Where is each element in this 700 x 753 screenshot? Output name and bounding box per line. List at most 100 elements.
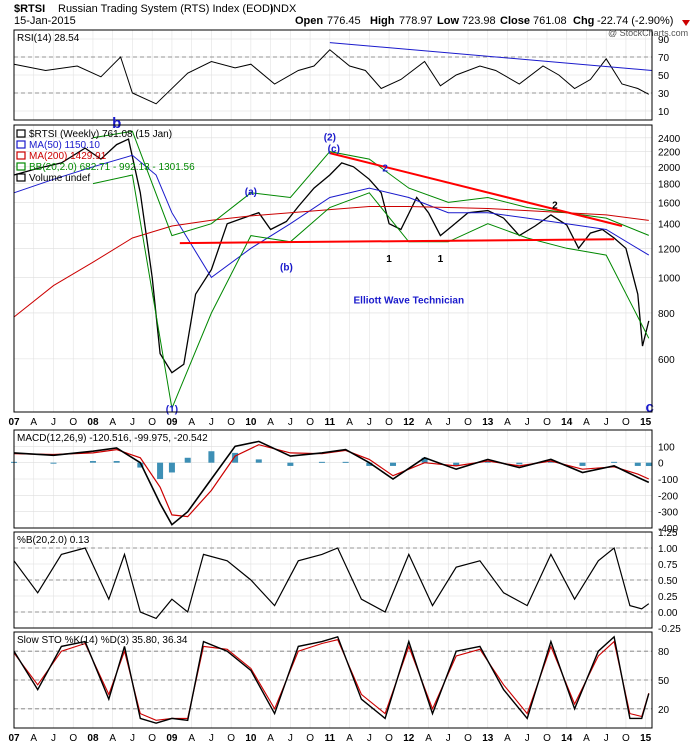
percent-b-tick-label: 0.25 [658,592,678,603]
open-label: Open [295,15,323,27]
x-tick-label: 13 [482,417,494,428]
rsi-tick-label: 10 [658,107,670,118]
percent-b-tick-label: 1.25 [658,528,678,539]
bottom-x-tick-label: 12 [403,733,415,744]
x-tick-label: O [622,417,630,428]
percent-b-tick-label: 0.00 [658,608,678,619]
bottom-x-tick-label: J [525,733,530,744]
legend-entry: Volume undef [29,173,90,184]
x-tick-label: J [525,417,530,428]
bottom-x-tick-label: 11 [325,733,336,744]
bottom-x-tick-label: 08 [87,733,99,744]
wave-annotation: (c) [328,144,340,155]
x-tick-label: A [109,417,116,428]
price-tick-label: 2200 [658,148,681,159]
low-label: Low [437,15,459,27]
wave-annotation: c [645,399,653,416]
price-tick-label: 800 [658,309,675,320]
bottom-x-tick-label: 07 [8,733,20,744]
close-label: Close [500,15,530,27]
x-tick-label: A [583,417,590,428]
bottom-x-tick-label: O [543,733,551,744]
price-tick-label: 2400 [658,134,681,145]
percent-b-tick-label: 0.50 [658,576,678,587]
close-value: 761.08 [533,15,567,27]
bottom-x-tick-label: J [604,733,609,744]
bottom-x-tick-label: A [583,733,590,744]
bottom-x-tick-label: J [130,733,135,744]
macd-tick-label: 100 [658,442,675,453]
price-series-line [92,130,649,237]
percent-b-tick-label: 1.00 [658,544,678,555]
x-tick-label: O [69,417,77,428]
elliott-trendline [179,238,615,245]
wave-annotation: Elliott Wave Technician [354,296,465,307]
stochastic-tick-label: 80 [658,647,670,658]
macd-histogram-bar [516,462,523,465]
bottom-x-tick-label: O [306,733,314,744]
watermark: @ StockCharts.com [608,28,688,38]
bottom-x-tick-label: O [622,733,630,744]
macd-histogram-bar [366,462,373,466]
macd-histogram-bar [184,457,191,463]
stochastic-frame [13,631,653,729]
x-tick-label: O [543,417,551,428]
macd-line [13,440,650,526]
low-value: 723.98 [462,15,496,27]
macd-tick-label: -100 [658,475,678,486]
bottom-x-tick-label: A [425,733,432,744]
macd-histogram-bar [208,451,215,463]
macd-histogram-bar [579,462,586,466]
macd-histogram-bar [318,461,325,463]
macd-histogram-bar [113,461,120,463]
macd-histogram-bar [89,461,96,463]
macd-histogram-bar [390,462,397,466]
macd-histogram-bar [137,462,144,468]
macd-histogram-bar [232,452,239,463]
x-tick-label: J [209,417,214,428]
elliott-trendline [329,152,623,227]
price-series-line [13,154,650,279]
legend-entry: BB(20,2.0) 682.71 - 992.13 - 1301.56 [29,162,195,173]
price-series-line [13,206,649,318]
wave-annotation: 2 [552,200,558,211]
bottom-x-tick-label: J [51,733,56,744]
bottom-x-tick-label: O [385,733,393,744]
x-tick-label: A [188,417,195,428]
stochastic-tick-label: 50 [658,676,670,687]
wave-annotation: (a) [245,187,257,198]
price-tick-label: 1400 [658,220,681,231]
stochastic-tick-label: 20 [658,705,670,716]
bottom-x-tick-label: 13 [482,733,494,744]
percent-b-frame [13,531,653,629]
x-tick-label: O [306,417,314,428]
rsi-line [13,49,650,105]
legend-swatch [16,151,26,160]
macd-histogram-bar [287,462,294,466]
macd-histogram-bar [634,462,641,466]
legend-swatch [16,173,26,182]
wave-annotation: (b) [280,263,293,274]
high-label: High [370,15,395,27]
rsi-tick-label: 90 [658,35,670,46]
bottom-x-tick-label: O [69,733,77,744]
stochastic-k-line [13,635,650,724]
chg-label: Chg [573,15,594,27]
legend-swatch [16,140,26,149]
macd-tick-label: -200 [658,491,678,502]
bottom-x-tick-label: 09 [166,733,178,744]
x-tick-label: A [346,417,353,428]
price-tick-label: 1800 [658,180,681,191]
index-name: Russian Trading System (RTS) Index (EOD) [58,3,274,15]
macd-histogram-bar [547,461,554,463]
percent-b-label: %B(20,2.0) 0.13 [17,535,90,546]
x-tick-label: 10 [245,417,257,428]
bottom-x-tick-label: O [464,733,472,744]
bottom-x-tick-label: A [109,733,116,744]
down-arrow-icon [682,20,690,26]
x-tick-label: J [130,417,135,428]
legend-swatch [16,162,26,171]
x-tick-label: J [51,417,56,428]
macd-histogram-bar [421,457,428,463]
bottom-x-tick-label: O [227,733,235,744]
